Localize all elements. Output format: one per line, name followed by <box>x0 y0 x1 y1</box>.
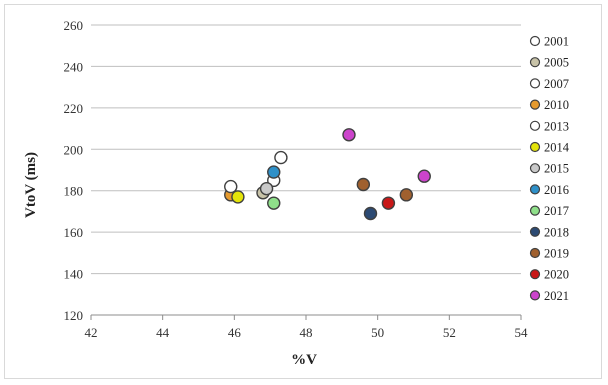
legend-label-2001: 2001 <box>544 35 569 49</box>
y-tick-label: 220 <box>64 101 84 116</box>
legend-marker-2015 <box>529 163 541 174</box>
legend-marker-2021 <box>529 290 541 301</box>
legend-label-2007: 2007 <box>544 77 569 91</box>
legend-label-2015: 2015 <box>544 162 569 176</box>
legend-marker-2001 <box>529 35 541 47</box>
point-2014 <box>231 190 245 204</box>
legend-label-2014: 2014 <box>544 141 570 155</box>
y-tick-label: 240 <box>64 59 84 74</box>
legend-label-2010: 2010 <box>544 98 569 112</box>
data-points <box>224 128 431 221</box>
x-tick-label: 46 <box>228 325 242 340</box>
legend-label-2021: 2021 <box>544 289 569 303</box>
legend-label-2018: 2018 <box>544 225 569 239</box>
legend-marker-2016 <box>529 184 541 195</box>
legend-label-2017: 2017 <box>544 204 569 218</box>
grid-lines <box>91 24 521 275</box>
legend-marker-2017 <box>529 205 541 216</box>
legend-marker-2005 <box>529 57 541 68</box>
y-tick-labels: 120 140 160 180 200 220 240 260 <box>64 18 84 323</box>
legend-label-2020: 2020 <box>544 268 569 282</box>
point-2016 <box>267 165 281 179</box>
legend-label-2005: 2005 <box>544 56 569 70</box>
point-2018 <box>363 206 378 221</box>
legend-label-2019: 2019 <box>544 247 569 261</box>
legend-marker-2014 <box>529 141 541 153</box>
point-2017 <box>267 196 281 210</box>
x-tick-label: 44 <box>156 325 170 340</box>
legend-marker-2020 <box>529 269 541 280</box>
point-2021 <box>342 128 356 142</box>
y-tick-label: 200 <box>64 142 84 157</box>
point-2019 <box>356 177 371 192</box>
x-tick-label: 48 <box>300 325 313 340</box>
point-2020 <box>381 196 396 210</box>
y-tick-label: 120 <box>64 308 84 323</box>
y-axis-label: VtoV (ms) <box>23 152 39 218</box>
legend-marker-2010 <box>529 99 541 110</box>
point-2013 <box>224 179 238 194</box>
y-tick-label: 140 <box>64 267 84 282</box>
axes <box>90 314 522 320</box>
x-tick-label: 54 <box>515 325 529 340</box>
legend-marker-2013 <box>529 120 541 131</box>
chart-frame: 120 140 160 180 200 220 240 260 42 44 46 48 50 52 54 … <box>4 4 602 379</box>
legend: 2001 2005 2007 2010 2013 2014 2015 2016 2017 2018… <box>529 35 570 303</box>
x-tick-label: 52 <box>443 325 456 340</box>
x-axis-label: %V <box>291 352 317 368</box>
legend-marker-2018 <box>529 226 541 237</box>
y-tick-label: 260 <box>64 18 84 33</box>
legend-label-2016: 2016 <box>544 183 569 197</box>
point-2015 <box>259 181 274 196</box>
legend-marker-2007 <box>529 78 541 89</box>
x-tick-label: 42 <box>85 325 98 340</box>
y-tick-label: 160 <box>64 225 84 240</box>
x-tick-labels: 42 44 46 48 50 52 54 <box>85 325 529 340</box>
y-tick-label: 180 <box>64 184 84 199</box>
point-2019 <box>399 188 414 202</box>
point-2001 <box>274 150 288 165</box>
legend-label-2013: 2013 <box>544 119 569 133</box>
legend-marker-2019 <box>529 247 541 259</box>
point-2021 <box>417 169 431 183</box>
x-tick-label: 50 <box>371 325 384 340</box>
